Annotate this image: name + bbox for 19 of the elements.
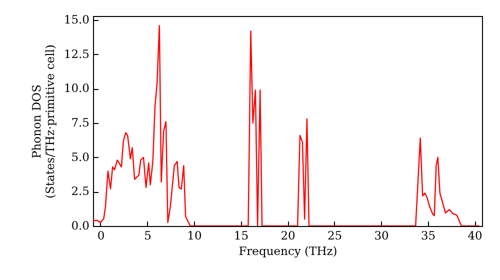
x-axis-title: Frequency (THz) — [238, 244, 338, 258]
x-tick-label: 40 — [468, 228, 482, 242]
x-tick-label: 15 — [234, 228, 249, 242]
line-series — [93, 25, 480, 226]
x-tick-label: 0 — [97, 228, 105, 242]
x-tick-label: 25 — [327, 228, 342, 242]
x-tick-label: 30 — [374, 228, 389, 242]
y-tick-label: 7.5 — [71, 116, 90, 130]
x-tick-label: 5 — [144, 228, 152, 242]
x-tick-label: 10 — [187, 228, 202, 242]
x-tick-label: 35 — [420, 228, 436, 242]
y-tick-label: 12.5 — [64, 46, 90, 61]
y-axis-title: Phonon DOS (States/THz·primitive cell) — [29, 44, 57, 198]
y-tick-label: 0.0 — [71, 218, 90, 232]
y-tick-label: 15.0 — [64, 12, 90, 27]
x-tick-label: 20 — [280, 228, 296, 242]
y-tick-label: 10.0 — [64, 81, 90, 96]
y-tick-label: 5.0 — [71, 150, 90, 164]
y-tick-label: 2.5 — [71, 184, 90, 198]
